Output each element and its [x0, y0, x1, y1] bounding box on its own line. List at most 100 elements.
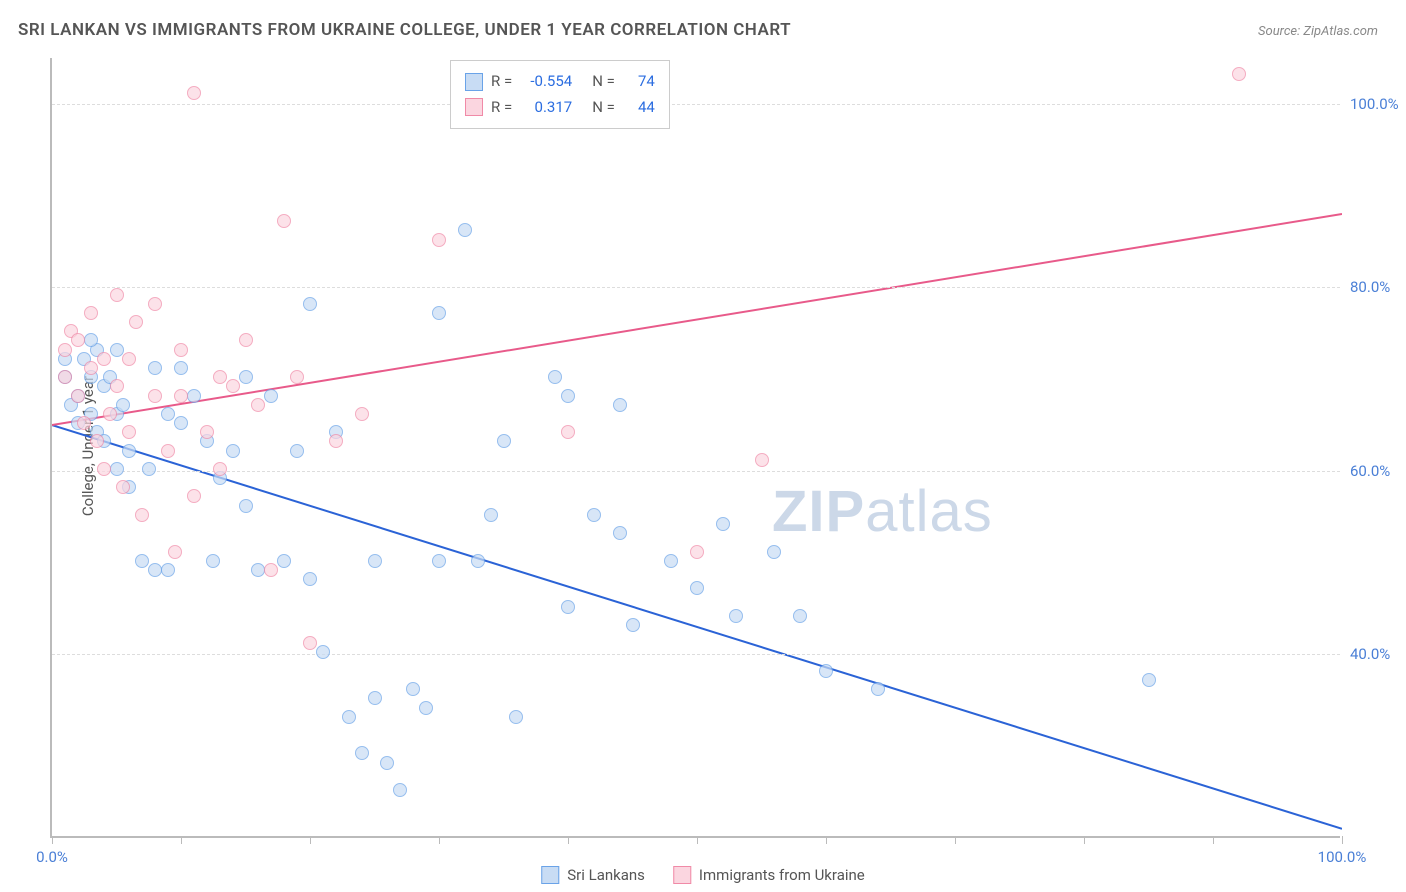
data-point	[58, 370, 72, 384]
data-point	[187, 86, 201, 100]
data-point	[110, 462, 124, 476]
legend-n-label: N =	[592, 95, 615, 121]
series-legend: Sri Lankans Immigrants from Ukraine	[541, 866, 864, 884]
gridline	[52, 104, 1340, 105]
data-point	[342, 710, 356, 724]
data-point	[432, 233, 446, 247]
x-tick	[1213, 836, 1214, 844]
data-point	[174, 389, 188, 403]
data-point	[277, 554, 291, 568]
data-point	[355, 407, 369, 421]
data-point	[561, 600, 575, 614]
data-point	[129, 315, 143, 329]
x-tick	[568, 836, 569, 844]
data-point	[142, 462, 156, 476]
data-point	[116, 480, 130, 494]
legend-r-value: -0.554	[524, 69, 572, 95]
watermark-rest: atlas	[865, 479, 993, 544]
data-point	[264, 563, 278, 577]
data-point	[122, 352, 136, 366]
data-point	[368, 554, 382, 568]
data-point	[819, 664, 833, 678]
data-point	[587, 508, 601, 522]
data-point	[122, 444, 136, 458]
data-point	[613, 526, 627, 540]
legend-swatch	[673, 866, 691, 884]
data-point	[690, 545, 704, 559]
gridline	[52, 471, 1340, 472]
data-point	[277, 214, 291, 228]
data-point	[226, 444, 240, 458]
data-point	[432, 306, 446, 320]
data-point	[239, 499, 253, 513]
chart-title: SRI LANKAN VS IMMIGRANTS FROM UKRAINE CO…	[18, 20, 791, 40]
x-tick	[1084, 836, 1085, 844]
x-tick	[826, 836, 827, 844]
x-tick	[697, 836, 698, 844]
data-point	[290, 370, 304, 384]
data-point	[1142, 673, 1156, 687]
data-point	[561, 425, 575, 439]
data-point	[264, 389, 278, 403]
series-legend-label: Immigrants from Ukraine	[699, 866, 865, 884]
series-legend-item: Sri Lankans	[541, 866, 645, 884]
data-point	[548, 370, 562, 384]
data-point	[329, 434, 343, 448]
data-point	[316, 645, 330, 659]
data-point	[90, 434, 104, 448]
legend-r-label: R =	[491, 95, 512, 121]
data-point	[368, 691, 382, 705]
x-tick	[1342, 836, 1343, 844]
legend-n-label: N =	[592, 69, 615, 95]
data-point	[393, 783, 407, 797]
data-point	[561, 389, 575, 403]
data-point	[729, 609, 743, 623]
data-point	[626, 618, 640, 632]
data-point	[187, 489, 201, 503]
data-point	[122, 425, 136, 439]
series-legend-label: Sri Lankans	[567, 866, 645, 884]
data-point	[355, 746, 369, 760]
watermark: ZIPatlas	[772, 478, 993, 545]
data-point	[174, 361, 188, 375]
data-point	[97, 352, 111, 366]
trend-line	[52, 425, 1342, 829]
data-point	[793, 609, 807, 623]
data-point	[716, 517, 730, 531]
data-point	[148, 361, 162, 375]
x-tick	[310, 836, 311, 844]
data-point	[509, 710, 523, 724]
data-point	[484, 508, 498, 522]
data-point	[303, 572, 317, 586]
chart-plot-area: ZIPatlas 40.0%60.0%80.0%100.0%0.0%100.0%	[50, 58, 1340, 838]
data-point	[871, 682, 885, 696]
data-point	[187, 389, 201, 403]
x-tick-label: 100.0%	[1318, 848, 1367, 866]
x-tick-label: 0.0%	[36, 848, 68, 866]
data-point	[103, 407, 117, 421]
data-point	[110, 288, 124, 302]
data-point	[690, 581, 704, 595]
legend-n-value: 74	[627, 69, 655, 95]
data-point	[226, 379, 240, 393]
source-attribution: Source: ZipAtlas.com	[1258, 24, 1378, 39]
legend-row: R =0.317N =44	[465, 95, 655, 121]
gridline	[52, 654, 1340, 655]
data-point	[664, 554, 678, 568]
legend-n-value: 44	[627, 95, 655, 121]
data-point	[419, 701, 433, 715]
data-point	[148, 563, 162, 577]
data-point	[303, 297, 317, 311]
data-point	[432, 554, 446, 568]
data-point	[168, 545, 182, 559]
data-point	[97, 462, 111, 476]
data-point	[471, 554, 485, 568]
data-point	[406, 682, 420, 696]
x-tick	[955, 836, 956, 844]
data-point	[161, 444, 175, 458]
data-point	[200, 425, 214, 439]
data-point	[174, 343, 188, 357]
x-tick	[439, 836, 440, 844]
legend-swatch	[541, 866, 559, 884]
data-point	[239, 370, 253, 384]
